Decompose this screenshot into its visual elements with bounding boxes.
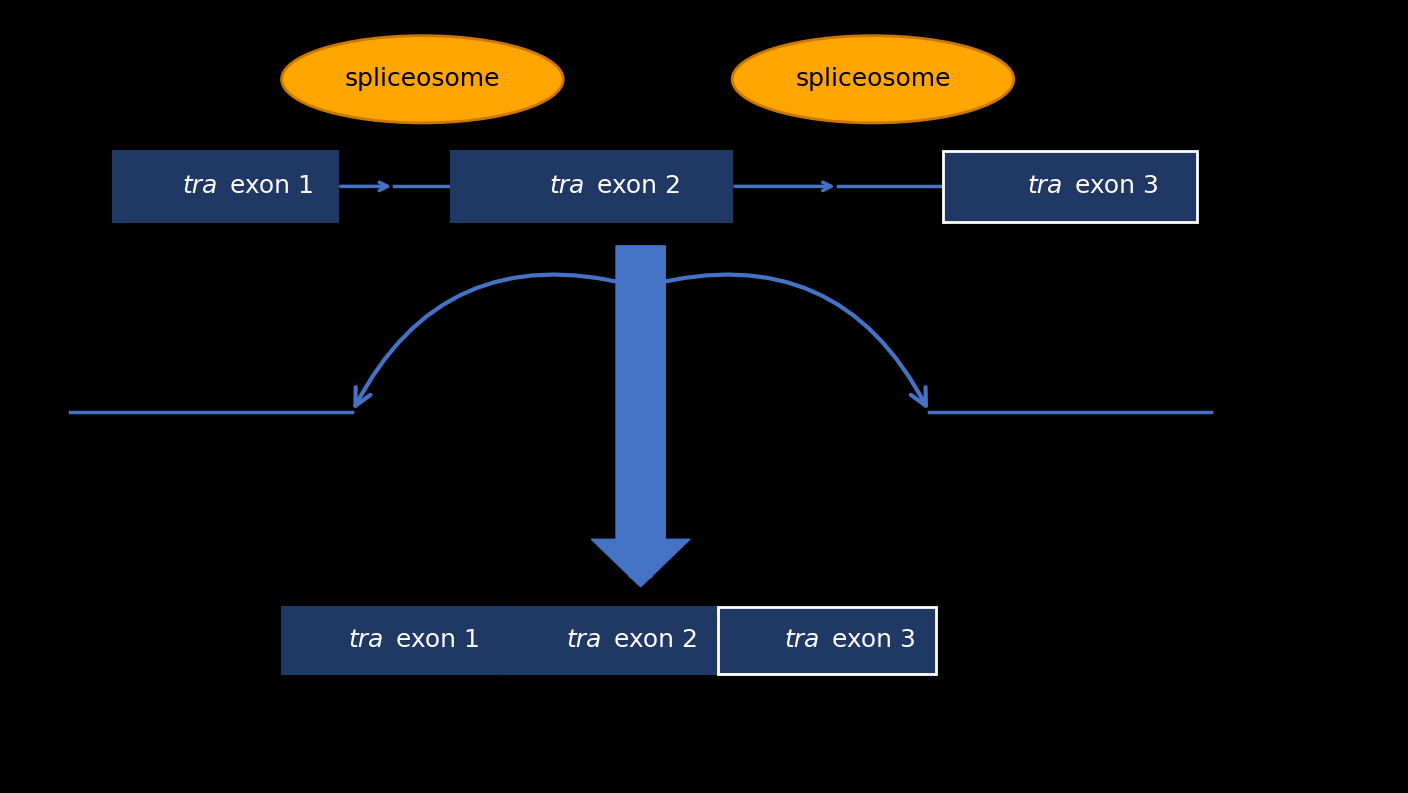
FancyBboxPatch shape [500,607,718,674]
Text: spliceosome: spliceosome [796,67,950,91]
FancyBboxPatch shape [718,607,936,674]
Text: exon 1: exon 1 [389,628,480,653]
Polygon shape [591,246,690,587]
Text: exon 3: exon 3 [825,628,917,653]
FancyBboxPatch shape [943,151,1197,222]
Ellipse shape [282,36,563,123]
Text: tra: tra [183,174,218,198]
FancyArrowPatch shape [355,274,631,406]
FancyBboxPatch shape [113,151,338,222]
Text: tra: tra [549,174,584,198]
FancyBboxPatch shape [282,607,500,674]
Text: tra: tra [566,628,603,653]
Text: tra: tra [1028,174,1063,198]
Text: exon 3: exon 3 [1067,174,1159,198]
Text: exon 1: exon 1 [222,174,314,198]
Text: tra: tra [348,628,383,653]
Text: exon 2: exon 2 [605,628,698,653]
Ellipse shape [732,36,1014,123]
Text: tra: tra [784,628,821,653]
FancyBboxPatch shape [451,151,732,222]
Text: spliceosome: spliceosome [345,67,500,91]
FancyArrowPatch shape [650,274,926,406]
Text: exon 2: exon 2 [589,174,680,198]
